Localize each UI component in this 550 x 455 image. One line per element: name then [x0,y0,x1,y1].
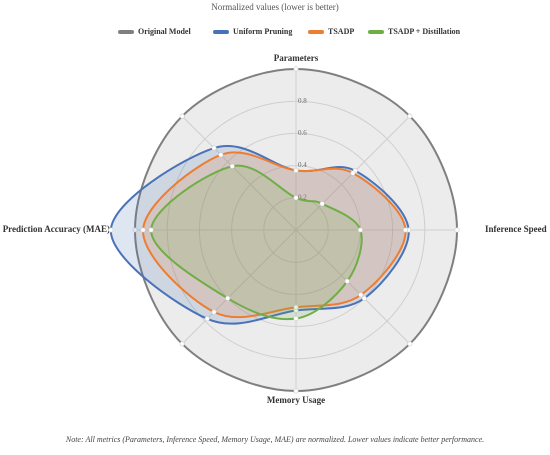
r-tick-label: 0.4 [298,161,307,169]
series-point [319,201,325,207]
legend-label: Original Model [138,27,191,36]
r-tick-label: 0.6 [298,129,307,137]
series-point [132,227,138,233]
axis-label: Inference Speed [485,224,547,234]
series-point [293,66,299,72]
spoke [181,115,297,231]
series-point [293,195,299,201]
series-point [179,341,185,347]
series-area [150,164,363,321]
legend-label: TSADP [328,27,354,36]
grid-circle [166,100,426,360]
series-point [148,227,154,233]
series-point [140,227,146,233]
axis-label: Parameters [274,53,319,63]
series-point [204,316,210,322]
series-point [361,295,367,301]
series-point [350,170,356,176]
series-point [225,295,231,301]
series-point [211,309,217,315]
spoke [295,229,411,345]
legend-label: Uniform Pruning [233,27,292,36]
axis-label: Prediction Accuracy (MAE) [3,224,110,234]
series-point [108,227,114,233]
axis-label: Memory Usage [267,395,325,405]
legend: Original Model Uniform Pruning TSADP TSADP … [118,27,461,36]
series-point [358,292,364,298]
legend-label: TSADP + Distillation [388,27,461,36]
r-tick-label: 0.8 [298,97,307,105]
series-point [407,113,413,119]
series-point [293,388,299,394]
series-point [218,152,224,158]
grid-circle [198,132,394,328]
series-point [293,304,299,310]
r-tick-label: 0.2 [298,193,307,201]
series-point [211,145,217,151]
plot [108,66,460,394]
note: Note: All metrics (Parameters, Inference… [65,435,484,444]
series-point [293,167,299,173]
series-point [357,227,363,233]
series-point [407,341,413,347]
spoke [181,229,297,345]
series-point [344,278,350,284]
grid: Parameters Inference Speed Memory Usage Pre… [3,53,547,405]
series-area [142,151,407,319]
series-point [293,316,299,322]
series-point [229,163,235,169]
series-point [179,113,185,119]
series-point [402,227,408,233]
series-point [454,227,460,233]
chart-title: Normalized values (lower is better) [211,2,338,12]
